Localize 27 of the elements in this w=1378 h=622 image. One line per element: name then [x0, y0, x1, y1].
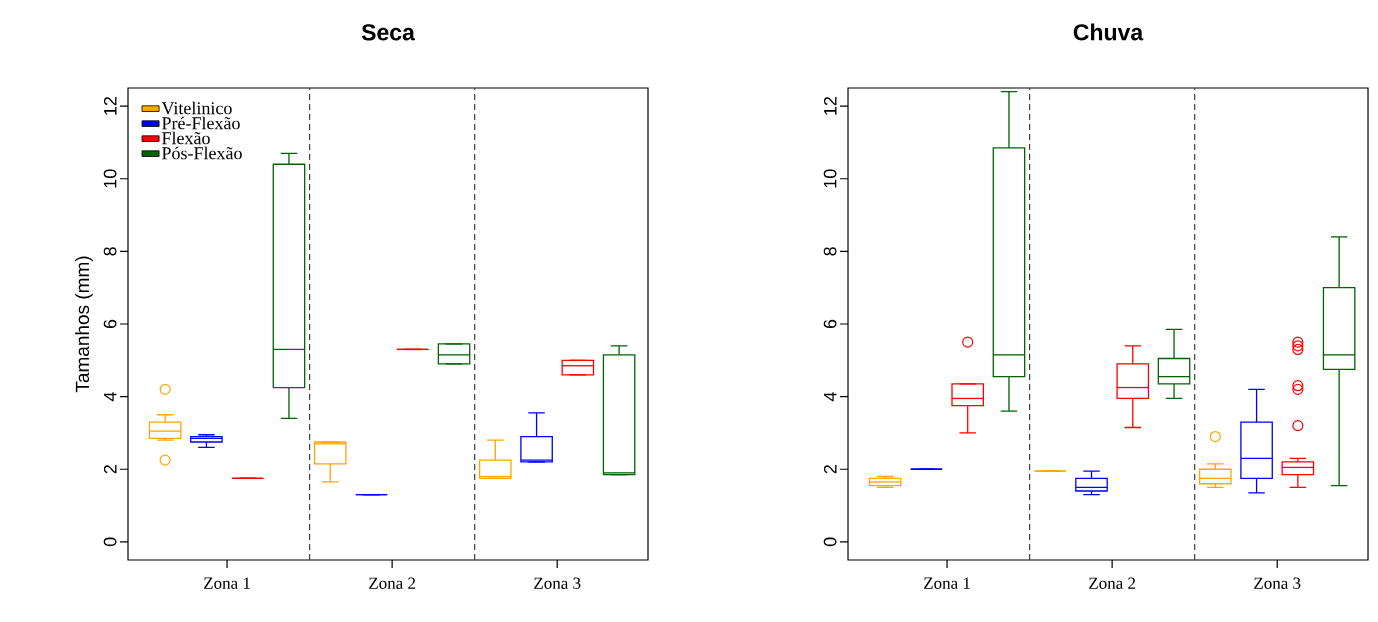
y-tick-label: 2	[823, 465, 837, 474]
y-tick-label: 8	[103, 247, 117, 256]
y-tick-label: 0	[103, 537, 117, 547]
x-tick-label: Zona 1	[204, 577, 250, 589]
y-tick-label: 2	[103, 465, 117, 474]
x-tick-label: Zona 2	[1089, 577, 1136, 589]
y-tick-label: 10	[103, 169, 117, 188]
x-tick-label: Zona 2	[369, 577, 416, 589]
legend-label: Flexão	[162, 131, 210, 145]
y-tick-label: 6	[103, 319, 117, 329]
y-axis-title: Tamanhos (mm)	[75, 256, 93, 393]
x-tick-label: Zona 3	[1254, 577, 1301, 589]
x-tick-label: Zona 1	[924, 577, 970, 589]
y-tick-label: 4	[824, 392, 837, 402]
y-tick-label: 12	[103, 97, 117, 115]
y-tick-label: 0	[823, 537, 837, 547]
y-tick-label: 12	[823, 97, 837, 115]
y-tick-label: 4	[104, 392, 117, 402]
chart-title: Chuva	[1073, 23, 1144, 41]
y-tick-label: 6	[823, 319, 837, 329]
legend-label: Pós-Flexão	[162, 146, 242, 160]
y-tick-label: 8	[823, 247, 837, 256]
legend-label: Pré-Flexão	[162, 116, 240, 130]
x-tick-label: Zona 3	[534, 577, 581, 589]
chart-title: Seca	[361, 24, 415, 41]
y-tick-label: 10	[823, 169, 837, 188]
legend-label: Vitelinico	[161, 101, 232, 115]
